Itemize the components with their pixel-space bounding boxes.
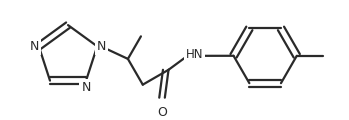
Text: N: N [81,81,91,94]
Text: N: N [97,40,106,53]
Text: HN: HN [186,48,203,61]
Text: O: O [157,106,167,119]
Text: N: N [29,40,39,53]
